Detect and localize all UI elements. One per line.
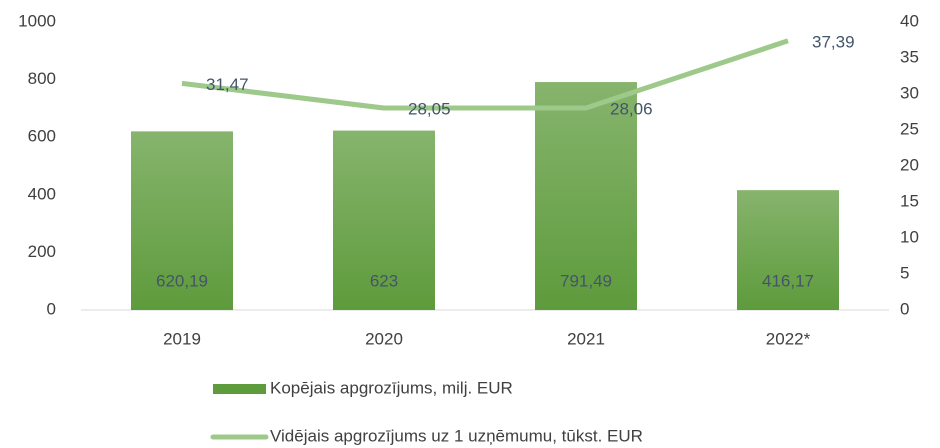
y-tick-label: 800 [28, 69, 56, 88]
bar [535, 82, 637, 311]
legend-label: Kopējais apgrozījums, milj. EUR [270, 378, 513, 397]
line-value-label: 37,39 [812, 32, 855, 51]
line [181, 38, 789, 111]
y2-tick-label: 30 [900, 83, 919, 102]
bar-value-label: 416,17 [762, 271, 814, 290]
y2-tick-label: 15 [900, 191, 919, 210]
y-tick-label: 200 [28, 242, 56, 261]
y2-tick-label: 10 [900, 227, 919, 246]
x-tick-label: 2020 [365, 329, 403, 348]
y-tick-label: 1000 [18, 11, 56, 30]
y-tick-label: 400 [28, 184, 56, 203]
line-value-label: 28,05 [408, 100, 451, 119]
y2-tick-label: 25 [900, 119, 919, 138]
line-value-label: 31,47 [206, 75, 249, 94]
x-tick-label: 2021 [567, 329, 605, 348]
y2-tick-label: 5 [900, 263, 909, 282]
legend-label: Vidējais apgrozījums uz 1 uzņēmumu, tūks… [270, 426, 643, 445]
x-tick-label: 2022* [766, 329, 811, 348]
bar [131, 131, 233, 310]
bar [333, 130, 435, 310]
bar-value-label: 791,49 [560, 271, 612, 290]
bar-value-label: 620,19 [156, 271, 208, 290]
y2-tick-label: 20 [900, 155, 919, 174]
y2-tick-label: 40 [900, 11, 919, 30]
bar-value-label: 623 [370, 271, 398, 290]
legend-swatch [213, 384, 266, 394]
y-tick-label: 0 [47, 299, 56, 318]
y-tick-label: 600 [28, 127, 56, 146]
line-value-label: 28,06 [610, 99, 653, 118]
y2-tick-label: 0 [900, 299, 909, 318]
bar [737, 190, 839, 310]
x-tick-label: 2019 [163, 329, 201, 348]
y2-tick-label: 35 [900, 47, 919, 66]
